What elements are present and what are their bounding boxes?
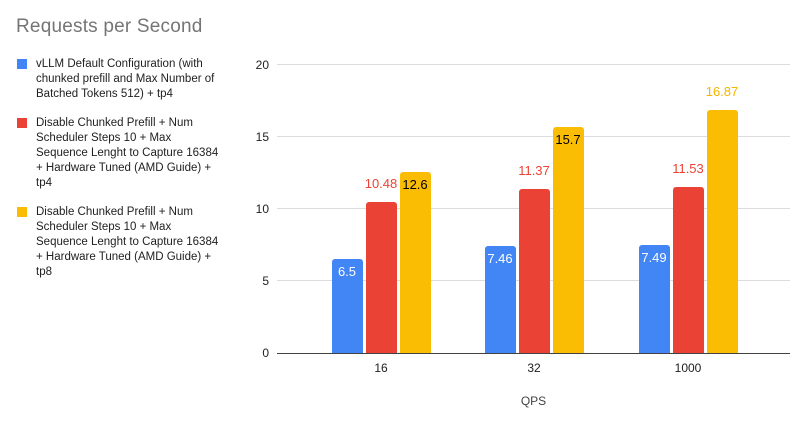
- x-category-label-16: 16: [374, 361, 388, 375]
- legend-swatch-icon: [17, 207, 27, 217]
- bar-value-label: 10.48: [364, 176, 398, 192]
- bar-value-label: 7.46: [487, 250, 513, 266]
- legend-item-label: Disable Chunked Prefill + Num Scheduler …: [36, 117, 219, 189]
- x-category-label-1000: 1000: [674, 361, 702, 375]
- bar-series1-cat1000: [672, 186, 704, 353]
- bar-value-label: 16.87: [705, 84, 739, 100]
- bar-series1-cat16: [365, 202, 397, 353]
- bar-series0-cat16: [331, 259, 363, 353]
- y-tick-label-20: 20: [255, 58, 269, 72]
- y-tick-label-15: 15: [255, 130, 269, 144]
- y-tick-label-0: 0: [262, 346, 269, 360]
- legend-item-1: Disable Chunked Prefill + Num Scheduler …: [17, 116, 225, 191]
- x-axis-title: QPS: [520, 394, 547, 408]
- bar-value-label: 12.6: [402, 176, 428, 192]
- bar-value-label: 15.7: [555, 131, 581, 147]
- bar-series2-cat1000: [706, 110, 738, 353]
- legend: vLLM Default Configuration (with chunked…: [17, 57, 225, 280]
- legend-item-label: Disable Chunked Prefill + Num Scheduler …: [36, 206, 219, 278]
- bar-series2-cat32: [552, 126, 584, 353]
- legend-item-label: vLLM Default Configuration (with chunked…: [36, 58, 215, 100]
- bar-series2-cat16: [399, 171, 431, 353]
- legend-item-2: Disable Chunked Prefill + Num Scheduler …: [17, 205, 225, 280]
- bar-series0-cat32: [484, 245, 516, 353]
- x-axis-line: [277, 353, 790, 354]
- bar-value-label: 11.37: [518, 163, 550, 179]
- y-tick-label-5: 5: [262, 274, 269, 288]
- bar-value-label: 11.53: [672, 160, 704, 176]
- x-category-label-32: 32: [527, 361, 541, 375]
- gridline-15: [277, 136, 790, 137]
- legend-swatch-icon: [17, 118, 27, 128]
- legend-swatch-icon: [17, 59, 27, 69]
- plot-area: 6.5 7.46 7.49 10.48 11.37 11.53 12.6 15.7 16.87 …: [277, 64, 790, 375]
- legend-item-0: vLLM Default Configuration (with chunked…: [17, 57, 225, 102]
- y-tick-label-10: 10: [255, 202, 269, 216]
- bar-value-label: 6.5: [337, 264, 357, 280]
- bar-value-label: 7.49: [641, 250, 667, 266]
- bar-series0-cat1000: [638, 245, 670, 353]
- gridline-20: [277, 64, 790, 65]
- chart-title: Requests per Second: [16, 16, 203, 37]
- bar-series1-cat32: [518, 189, 550, 353]
